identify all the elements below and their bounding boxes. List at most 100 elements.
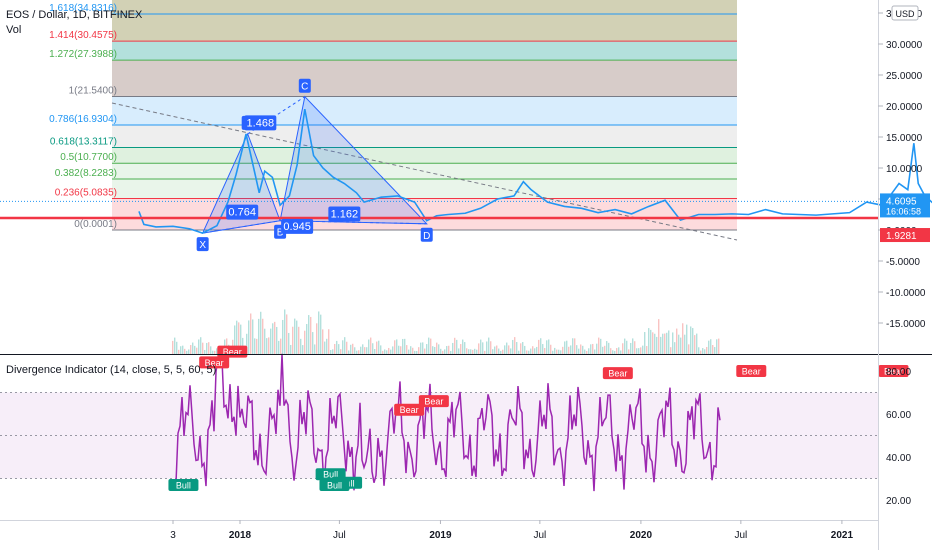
price-axis-tick: 20.0000: [886, 102, 923, 113]
volume-bar: [334, 343, 336, 354]
volume-bar: [194, 345, 196, 354]
divergence-bear-label: Bear: [400, 405, 419, 415]
volume-bar: [670, 347, 672, 354]
volume-bar: [704, 349, 706, 354]
volume-bar: [706, 346, 708, 354]
price-axis-tick: 10.0000: [886, 164, 923, 175]
volume-bar: [592, 343, 594, 354]
volume-bar: [682, 323, 684, 354]
volume-bar: [712, 345, 714, 354]
volume-bar: [416, 350, 418, 354]
volume-bar: [180, 346, 182, 354]
volume-bar: [266, 338, 268, 354]
volume-bar: [198, 339, 200, 354]
volume-bar: [298, 326, 300, 354]
volume-bar: [648, 328, 650, 354]
volume-bar: [476, 349, 478, 354]
time-axis-tick: Jul: [533, 530, 546, 541]
volume-bar: [504, 345, 506, 354]
volume-bar: [588, 348, 590, 354]
volume-bar: [352, 343, 354, 354]
time-axis-tick: 2019: [429, 530, 452, 541]
volume-bar: [394, 340, 396, 354]
volume-bar: [506, 342, 508, 354]
volume-bar: [674, 342, 676, 354]
time-axis-tick: 2018: [229, 530, 252, 541]
volume-bar: [524, 345, 526, 354]
volume-bar: [552, 350, 554, 354]
volume-bar: [456, 339, 458, 354]
volume-bar: [398, 345, 400, 354]
volume-bar: [344, 337, 346, 354]
volume-bar: [638, 348, 640, 354]
volume-bar: [624, 338, 626, 354]
volume-bar: [390, 349, 392, 354]
divergence-bear-label: Bear: [424, 397, 443, 407]
volume-bar: [656, 336, 658, 354]
main-price-pane[interactable]: 1.618(34.8316) 1.414(30.4575) 1.272(27.398…: [0, 0, 932, 354]
divergence-bear-badge: [418, 395, 449, 408]
volume-bar: [570, 345, 572, 354]
volume-bar: [668, 330, 670, 354]
volume-bar: [462, 339, 464, 354]
volume-bar: [446, 346, 448, 354]
price-axis-tick: -5.0000: [886, 257, 920, 268]
divergence-bear-label: Bear: [742, 367, 761, 377]
volume-bar: [408, 349, 410, 354]
volume-bar: [316, 323, 318, 354]
volume-bar: [214, 350, 216, 354]
volume-bar: [558, 349, 560, 354]
volume-bar: [694, 335, 696, 354]
volume-bar: [520, 343, 522, 354]
volume-bar: [544, 348, 546, 354]
currency-badge[interactable]: USD: [891, 5, 919, 21]
volume-bar: [646, 346, 648, 354]
volume-bar: [368, 339, 370, 354]
volume-bar: [336, 340, 338, 354]
volume-bar: [328, 329, 330, 354]
volume-bar: [356, 350, 358, 354]
volume-bar: [468, 349, 470, 354]
volume-bar: [182, 345, 184, 354]
volume-bar: [710, 339, 712, 354]
volume-bar: [576, 345, 578, 354]
volume-bar: [360, 346, 362, 354]
volume-bar: [606, 341, 608, 354]
volume-bar: [530, 348, 532, 354]
volume-bar: [550, 344, 552, 354]
volume-bar: [292, 326, 294, 354]
last-price-value: 4.6095: [886, 196, 917, 207]
pattern-ratio-badge: [328, 206, 361, 222]
volume-bar: [358, 350, 360, 354]
volume-bar: [612, 350, 614, 354]
volume-bar: [318, 311, 320, 354]
volume-bar: [380, 345, 382, 354]
volume-bar: [190, 345, 192, 354]
last-price-tag: [880, 193, 930, 218]
indicator-title: Divergence Indicator (14, close, 5, 5, 6…: [6, 364, 216, 376]
fib-band: [112, 14, 737, 42]
volume-bar: [320, 314, 322, 354]
volume-bar: [620, 350, 622, 354]
volume-bar: [478, 343, 480, 354]
pattern-point-badge: [420, 227, 433, 242]
volume-bar: [240, 324, 242, 354]
price-axis-tick: 30.0000: [886, 40, 923, 51]
volume-bar: [632, 338, 634, 354]
volume-bar: [512, 339, 514, 354]
volume-bar: [348, 350, 350, 354]
volume-bar: [276, 326, 278, 354]
volume-bar: [572, 338, 574, 354]
volume-bar: [404, 338, 406, 354]
volume-bar: [640, 347, 642, 354]
volume-bar: [206, 342, 208, 354]
volume-bar: [616, 348, 618, 354]
volume-bar: [474, 348, 476, 354]
volume-bar: [420, 342, 422, 354]
volume-bar: [382, 350, 384, 354]
divergence-bull-badge: [319, 478, 350, 491]
volume-bar: [274, 321, 276, 354]
